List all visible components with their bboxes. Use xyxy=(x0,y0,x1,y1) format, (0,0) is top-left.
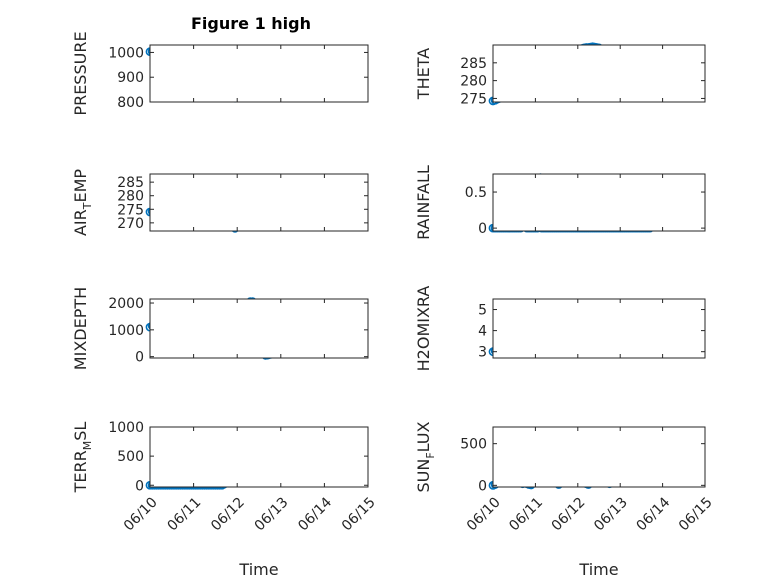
y-tick-label: 500 xyxy=(460,437,487,453)
axes-frame xyxy=(492,298,706,359)
y-tick-label: 0 xyxy=(478,221,487,237)
x-tick-label: 06/11 xyxy=(164,494,204,534)
y-axis-label: MIXDEPTH xyxy=(71,287,90,370)
axes-frame xyxy=(149,298,369,359)
y-axis-label: H2OMIXRA xyxy=(414,286,433,372)
y-axis-label: THETA xyxy=(414,48,433,100)
axes-frame xyxy=(492,44,706,103)
x-tick-label: 06/10 xyxy=(464,494,504,534)
y-tick-label: 270 xyxy=(117,216,144,232)
y-tick-label: 900 xyxy=(117,70,144,86)
y-axis-label: SUNFLUX xyxy=(414,421,437,492)
y-tick-label: 275 xyxy=(460,91,487,107)
y-tick-label: 4 xyxy=(478,324,487,340)
y-tick-label: 1000 xyxy=(108,323,144,339)
x-axis-label: Time xyxy=(578,560,618,579)
axes-frame xyxy=(492,426,706,488)
y-tick-label: 285 xyxy=(460,56,487,72)
y-tick-label: 5 xyxy=(478,303,487,319)
x-tick-label: 06/10 xyxy=(121,494,161,534)
subplot-sun_flux: 0 500 06/10 06/11 06/12 06/13 06/14 06/15 Time SU… xyxy=(414,421,716,579)
subplot-pressure: 800 900 1000 PRESSURE xyxy=(71,31,369,116)
y-tick-label: 280 xyxy=(460,74,487,90)
x-tick-label: 06/15 xyxy=(676,494,716,534)
axes-frame xyxy=(149,173,369,232)
y-tick-label: 2000 xyxy=(108,296,144,312)
subplot-terr_msl: 0 500 1000 06/10 06/11 06/12 06/13 06/14 06/15 Ti… xyxy=(71,420,379,579)
y-axis-label: PRESSURE xyxy=(71,31,90,115)
y-tick-label: 1000 xyxy=(108,45,144,61)
y-tick-label: 0 xyxy=(478,478,487,494)
axes-frame xyxy=(149,44,369,103)
subplot-h2omixra: 3 4 5 H2OMIXRA xyxy=(414,286,706,372)
subplot-rainfall: 0 0.5 RAINFALL xyxy=(414,165,706,240)
x-tick-label: 06/15 xyxy=(339,494,379,534)
y-tick-label: 280 xyxy=(117,189,144,205)
y-tick-label: 800 xyxy=(117,95,144,111)
y-tick-label: 0 xyxy=(135,350,144,366)
y-axis-label: TERRMSL xyxy=(71,422,94,494)
x-tick-label: 06/12 xyxy=(208,494,248,534)
y-axis-label: RAINFALL xyxy=(414,165,433,240)
y-tick-label: 500 xyxy=(117,449,144,465)
y-tick-label: 0.5 xyxy=(465,185,487,201)
x-tick-label: 06/13 xyxy=(591,494,631,534)
x-tick-label: 06/11 xyxy=(506,494,546,534)
x-tick-label: 06/14 xyxy=(295,494,335,534)
y-tick-label: 1000 xyxy=(108,420,144,436)
x-tick-label: 06/14 xyxy=(633,494,673,534)
figure-title: Figure 1 high xyxy=(191,14,311,33)
x-tick-label: 06/12 xyxy=(549,494,589,534)
y-tick-label: 285 xyxy=(117,175,144,191)
x-axis-label: Time xyxy=(238,560,278,579)
y-tick-label: 275 xyxy=(117,202,144,218)
axes-frame xyxy=(149,426,369,488)
axes-frame xyxy=(492,173,706,232)
y-axis-label: AIRTEMP xyxy=(71,169,94,236)
y-tick-label: 3 xyxy=(478,345,487,361)
y-tick-label: 0 xyxy=(135,478,144,494)
x-tick-label: 06/13 xyxy=(252,494,292,534)
subplot-mixdepth: 0 1000 2000 MIXDEPTH xyxy=(71,287,369,370)
